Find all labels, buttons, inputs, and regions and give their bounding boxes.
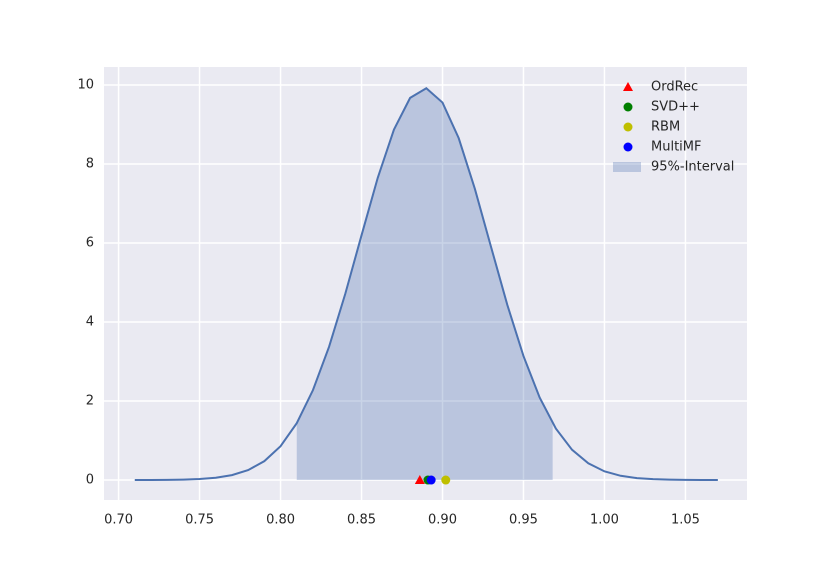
legend-marker	[623, 142, 633, 152]
legend-label: OrdRec	[651, 80, 698, 95]
legend-label: SVD++	[651, 100, 700, 115]
y-tick-label: 0	[86, 473, 94, 488]
point	[414, 475, 425, 485]
x-tick-label: 0.85	[347, 513, 376, 528]
interval-area	[296, 88, 553, 481]
point	[441, 475, 451, 485]
y-tick-label: 4	[86, 315, 94, 330]
x-tick-label: 0.70	[104, 513, 133, 528]
legend-label: RBM	[651, 120, 680, 135]
plot-area	[104, 67, 747, 500]
legend-marker	[623, 122, 633, 132]
point	[426, 475, 436, 485]
legend-patch	[613, 162, 641, 172]
x-tick-label: 0.80	[266, 513, 295, 528]
y-tick-label: 2	[86, 394, 94, 409]
y-tick-label: 8	[86, 157, 94, 172]
x-tick-label: 0.75	[185, 513, 214, 528]
x-tick-label: 0.90	[428, 513, 457, 528]
y-tick-label: 6	[86, 236, 94, 251]
x-tick-label: 1.05	[671, 513, 700, 528]
legend-label: MultiMF	[651, 140, 701, 155]
legend-marker	[623, 102, 633, 112]
density-line	[134, 87, 718, 481]
legend-label: 95%-Interval	[651, 160, 734, 175]
x-tick-label: 1.00	[590, 513, 619, 528]
legend-marker	[623, 82, 633, 91]
x-tick-label: 0.95	[509, 513, 538, 528]
y-tick-label: 10	[77, 78, 94, 93]
